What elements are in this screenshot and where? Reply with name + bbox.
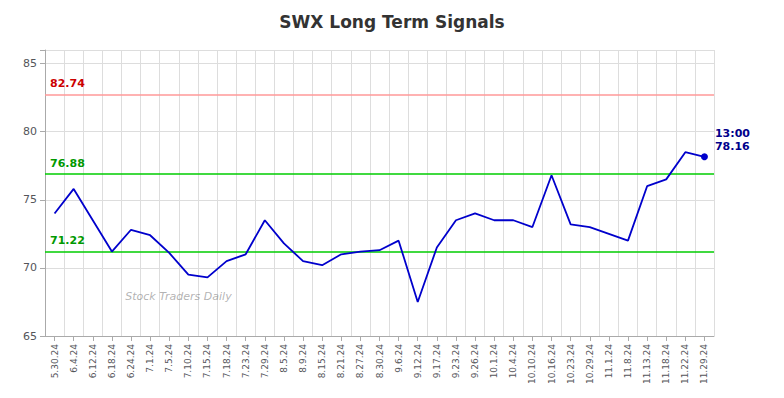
svg-text:6.12.24: 6.12.24 bbox=[88, 344, 98, 379]
svg-text:7.18.24: 7.18.24 bbox=[222, 344, 232, 379]
svg-text:8.5.24: 8.5.24 bbox=[279, 344, 289, 373]
svg-text:78.16: 78.16 bbox=[715, 140, 750, 153]
svg-text:9.17.24: 9.17.24 bbox=[432, 344, 442, 379]
svg-text:82.74: 82.74 bbox=[50, 77, 85, 90]
svg-text:9.23.24: 9.23.24 bbox=[451, 344, 461, 379]
svg-text:8.9.24: 8.9.24 bbox=[298, 344, 308, 373]
svg-text:9.6.24: 9.6.24 bbox=[394, 344, 404, 373]
svg-text:7.10.24: 7.10.24 bbox=[183, 344, 193, 379]
svg-text:85: 85 bbox=[23, 57, 37, 70]
svg-text:11.18.24: 11.18.24 bbox=[661, 344, 671, 384]
svg-text:7.29.24: 7.29.24 bbox=[260, 344, 270, 379]
svg-text:80: 80 bbox=[23, 125, 37, 138]
svg-text:6.4.24: 6.4.24 bbox=[69, 344, 79, 373]
svg-text:10.10.24: 10.10.24 bbox=[527, 344, 537, 384]
svg-text:10.4.24: 10.4.24 bbox=[508, 344, 518, 379]
svg-text:70: 70 bbox=[23, 261, 37, 274]
svg-text:10.23.24: 10.23.24 bbox=[566, 344, 576, 384]
svg-text:65: 65 bbox=[23, 330, 37, 343]
svg-text:7.23.24: 7.23.24 bbox=[241, 344, 251, 379]
svg-text:10.29.24: 10.29.24 bbox=[585, 344, 595, 384]
svg-text:6.18.24: 6.18.24 bbox=[107, 344, 117, 379]
svg-text:75: 75 bbox=[23, 193, 37, 206]
svg-text:6.24.24: 6.24.24 bbox=[126, 344, 136, 379]
svg-text:7.5.24: 7.5.24 bbox=[164, 344, 174, 373]
svg-text:7.1.24: 7.1.24 bbox=[145, 344, 155, 373]
svg-text:Stock Traders Daily: Stock Traders Daily bbox=[125, 290, 232, 303]
svg-text:11.13.24: 11.13.24 bbox=[642, 344, 652, 384]
svg-text:7.15.24: 7.15.24 bbox=[202, 344, 212, 379]
svg-text:10.16.24: 10.16.24 bbox=[547, 344, 557, 384]
svg-text:13:00: 13:00 bbox=[715, 127, 750, 140]
svg-text:9.26.24: 9.26.24 bbox=[470, 344, 480, 379]
svg-text:11.29.24: 11.29.24 bbox=[699, 344, 709, 384]
svg-text:8.30.24: 8.30.24 bbox=[375, 344, 385, 379]
svg-text:11.22.24: 11.22.24 bbox=[680, 344, 690, 384]
svg-text:71.22: 71.22 bbox=[50, 234, 85, 247]
svg-text:8.27.24: 8.27.24 bbox=[355, 344, 365, 379]
svg-text:10.1.24: 10.1.24 bbox=[489, 344, 499, 379]
svg-text:8.15.24: 8.15.24 bbox=[317, 344, 327, 379]
svg-text:9.12.24: 9.12.24 bbox=[413, 344, 423, 379]
svg-text:8.21.24: 8.21.24 bbox=[336, 344, 346, 379]
svg-text:11.1.24: 11.1.24 bbox=[604, 344, 614, 379]
svg-text:11.8.24: 11.8.24 bbox=[623, 344, 633, 379]
svg-text:76.88: 76.88 bbox=[50, 157, 85, 170]
svg-text:SWX Long Term Signals: SWX Long Term Signals bbox=[279, 12, 504, 32]
svg-text:5.30.24: 5.30.24 bbox=[50, 344, 60, 379]
